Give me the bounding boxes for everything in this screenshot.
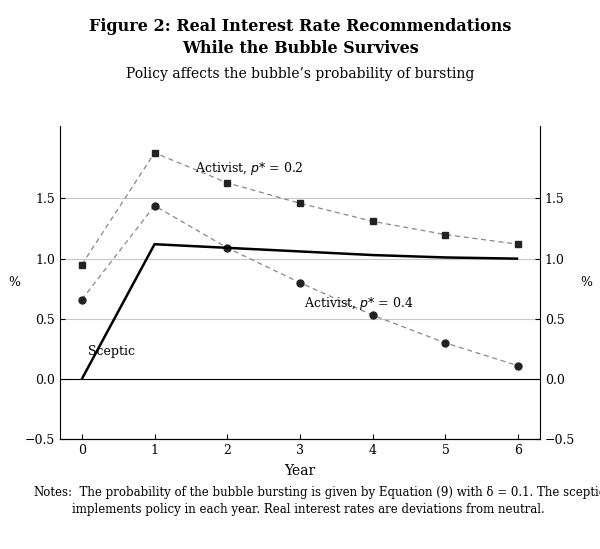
Text: Figure 2: Real Interest Rate Recommendations
While the Bubble Survives: Figure 2: Real Interest Rate Recommendat… [89,18,511,57]
Text: Sceptic: Sceptic [88,345,134,358]
X-axis label: Year: Year [284,464,316,478]
Text: Notes:: Notes: [33,486,72,499]
Y-axis label: %: % [580,276,592,289]
Y-axis label: %: % [8,276,20,289]
Text: Activist, $p$* = 0.2: Activist, $p$* = 0.2 [194,160,303,177]
Text: Policy affects the bubble’s probability of bursting: Policy affects the bubble’s probability … [126,67,474,81]
Text: Activist, $p$* = 0.4: Activist, $p$* = 0.4 [304,295,413,312]
Text: The probability of the bubble bursting is given by Equation (9) with δ = 0.1. Th: The probability of the bubble bursting i… [72,486,600,516]
